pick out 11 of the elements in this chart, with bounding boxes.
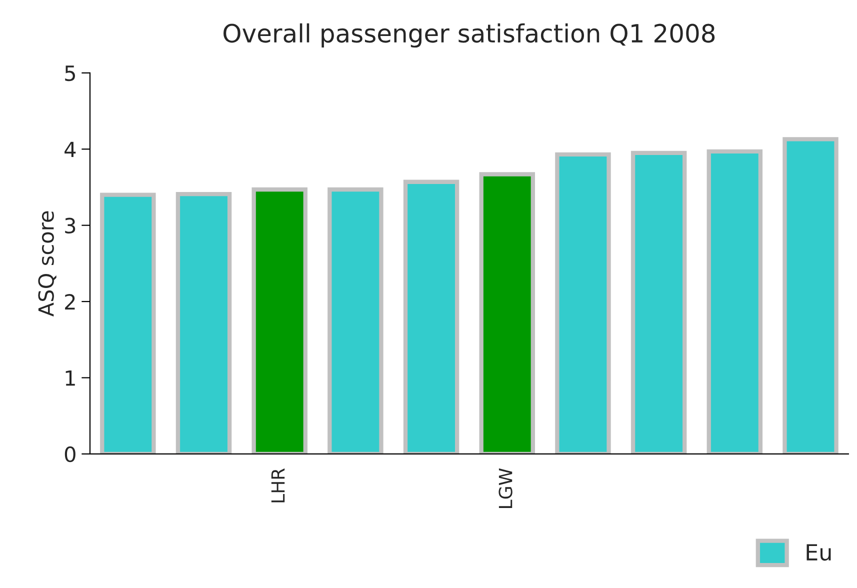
y-tick-label: 3 [65,218,76,234]
y-tick-label: 4 [64,142,76,158]
y-tick-label: 2 [65,294,75,310]
y-axis-title: ASQ score [38,211,56,316]
x-tick-label: LGW [498,468,512,508]
y-tick-label: 1 [66,370,75,386]
y-tick-label: 0 [64,446,76,462]
x-tick-label: LHR [271,468,285,502]
chart-title: Overall passenger satisfaction Q1 2008 [224,23,715,48]
y-tick-label: 5 [65,66,75,82]
legend-label: Eu [806,544,831,561]
